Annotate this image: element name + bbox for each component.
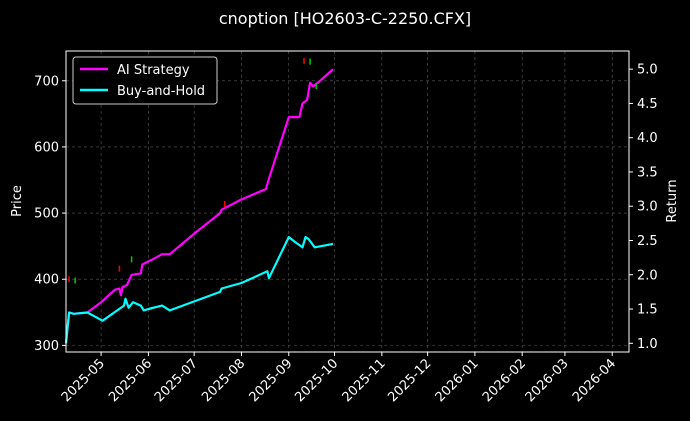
right-tick-label: 2.5 (637, 234, 658, 249)
plot-frame (65, 50, 630, 353)
legend: AI Strategy Buy-and-Hold (72, 56, 218, 105)
left-tick-label: 700 (34, 74, 59, 89)
trade-markers (68, 57, 317, 284)
right-axis-label: Return (665, 179, 680, 222)
right-tick-label: 1.0 (637, 337, 658, 352)
legend-label-ai-strategy: AI Strategy (117, 63, 190, 78)
right-tick-label: 1.5 (637, 303, 658, 318)
right-tick-label: 2.0 (637, 268, 658, 283)
legend-label-buy-and-hold: Buy-and-Hold (117, 84, 205, 99)
series-line-buy-and-hold (64, 236, 334, 344)
right-tick-label: 3.5 (637, 165, 658, 180)
legend-box (72, 56, 218, 105)
right-tick-label: 3.0 (637, 200, 658, 215)
left-tick-label: 600 (34, 140, 59, 155)
right-tick-label: 4.0 (637, 131, 658, 146)
series-layer (64, 68, 334, 344)
right-tick-label: 5.0 (637, 63, 658, 78)
left-tick-label: 300 (34, 339, 59, 354)
series-line-ai-strategy (64, 68, 334, 344)
left-axis-label: Price (10, 185, 25, 217)
left-tick-label: 500 (34, 207, 59, 222)
chart-title: cnoption [HO2603-C-2250.CFX] (219, 9, 471, 28)
left-tick-label: 400 (34, 273, 59, 288)
right-tick-label: 4.5 (637, 97, 658, 112)
